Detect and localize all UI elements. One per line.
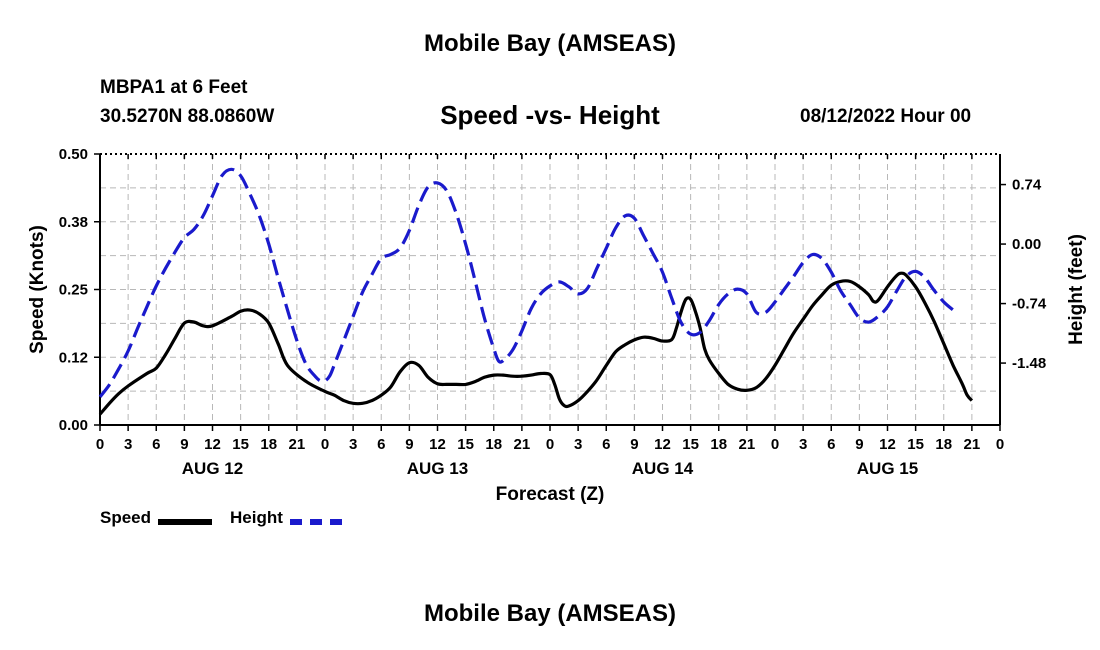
x-tick-label: 21 [514,436,531,453]
x-tick-label: 0 [96,436,104,453]
legend-label-height: Height [230,508,283,527]
chart-title: Speed -vs- Height [440,100,660,130]
x-tick-label: 12 [204,436,221,453]
x-tick-label: 15 [232,436,249,453]
x-day-label: AUG 15 [857,459,918,478]
chart-axis-labels: 0 3 6 9 12 15 18 21 0 3 6 9 12 15 18 21 0 3 6 9 12 15 18 21 0 3 6 9… [27,146,1087,505]
x-day-label: AUG 12 [182,459,243,478]
y2-tick-label: -0.74 [1012,296,1047,313]
chart-axes [94,153,1006,431]
x-tick-label: 15 [682,436,699,453]
x-day-label: AUG 13 [407,459,468,478]
x-tick-label: 6 [827,436,835,453]
x-tick-label: 0 [546,436,554,453]
x-tick-label: 9 [630,436,638,453]
x-tick-label: 0 [996,436,1004,453]
x-tick-label: 3 [124,436,132,453]
y2-tick-label: 0.74 [1012,177,1042,194]
x-tick-label: 18 [260,436,277,453]
series-line-height [98,167,955,398]
x-tick-label: 9 [180,436,188,453]
x-tick-label: 9 [855,436,863,453]
x-tick-label: 3 [799,436,807,453]
y2-tick-label: 0.00 [1012,236,1041,253]
y2-tick-label: -1.48 [1012,355,1046,372]
x-tick-label: 21 [289,436,306,453]
legend-label-speed: Speed [100,508,152,527]
x-tick-label: 0 [321,436,329,453]
x-tick-label: 18 [710,436,727,453]
x-tick-label: 15 [907,436,924,453]
speed-height-chart: 0 3 6 9 12 15 18 21 0 3 6 9 12 15 18 21 0 3 6 9 12 15 18 21 0 3 6 9… [27,146,1087,505]
legend-swatch-height [290,519,342,525]
x-tick-label: 21 [739,436,756,453]
station-coordinates: 30.5270N 88.0860W [100,106,275,127]
y-tick-label: 0.12 [59,349,88,366]
y-tick-label: 0.50 [59,146,88,163]
y-tick-label: 0.25 [59,282,88,299]
y-tick-label: 0.38 [59,214,88,231]
x-tick-label: 12 [879,436,896,453]
x-tick-label: 0 [771,436,779,453]
x-tick-label: 6 [602,436,610,453]
station-label: MBPA1 at 6 Feet [100,77,248,98]
main-title: Mobile Bay (AMSEAS) [423,30,677,57]
x-tick-label: 3 [574,436,582,453]
chart-series [98,167,974,416]
x-tick-label: 18 [935,436,952,453]
x-tick-label: 9 [405,436,413,453]
x-tick-label: 21 [964,436,981,453]
repeated-title: Mobile Bay (AMSEAS) [423,600,677,627]
y-axis-title: Speed (Knots) [27,225,48,354]
forecast-timestamp: 08/12/2022 Hour 00 [800,106,972,127]
legend-swatch-speed [158,519,212,525]
x-tick-label: 18 [485,436,502,453]
x-tick-label: 3 [349,436,357,453]
x-day-label: AUG 14 [632,459,694,478]
x-tick-label: 12 [654,436,671,453]
x-tick-label: 6 [377,436,385,453]
x-tick-label: 12 [429,436,446,453]
x-tick-label: 15 [457,436,474,453]
x-tick-label: 6 [152,436,160,453]
y2-axis-title: Height (feet) [1066,234,1087,345]
x-axis-title: Forecast (Z) [496,484,605,505]
y-tick-label: 0.00 [59,417,88,434]
series-line-speed [98,271,974,416]
